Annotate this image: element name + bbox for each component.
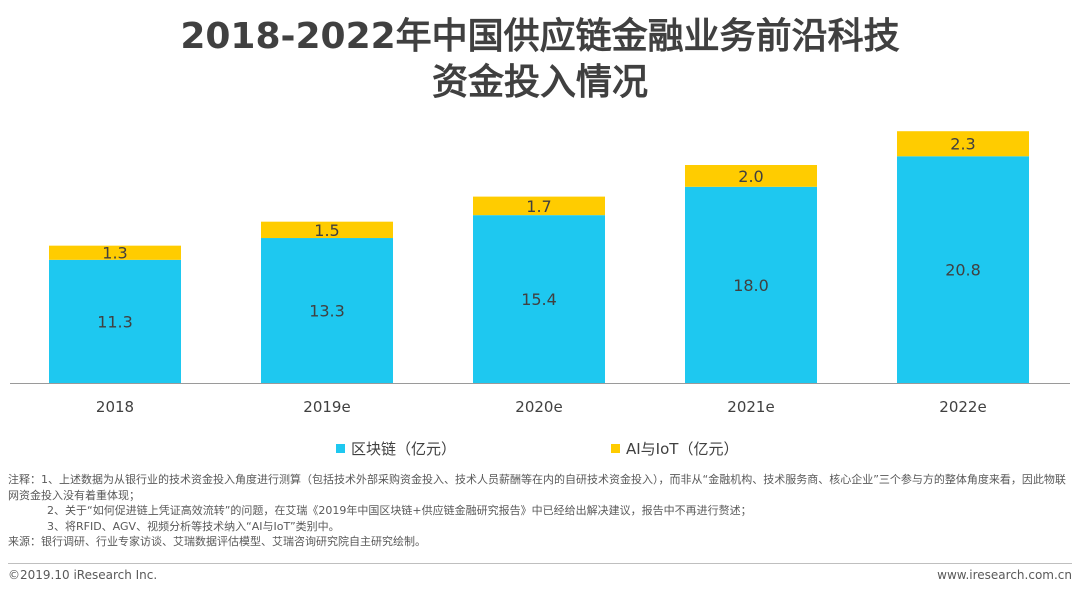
note-3: 3、将RFID、AGV、视频分析等技术纳入“AI与IoT”类别中。 — [47, 519, 340, 533]
x-tick-label-2019e: 2019e — [303, 398, 350, 416]
chart-title: 2018-2022年中国供应链金融业务前沿科技 资金投入情况 — [0, 14, 1080, 106]
bar-blockchain-2020e — [473, 215, 605, 383]
bar-blockchain-2018 — [49, 259, 181, 383]
data-label-blockchain-2019e: 13.3 — [309, 302, 345, 321]
website-link[interactable]: www.iresearch.com.cn — [937, 568, 1072, 582]
legend-item-blockchain: 区块链（亿元） — [336, 438, 456, 459]
data-label-ai_iot-2021e: 2.0 — [738, 167, 763, 186]
x-tick-label-2022e: 2022e — [939, 398, 986, 416]
legend-label-ai-iot: AI与IoT（亿元） — [626, 440, 739, 458]
bar-blockchain-2019e — [261, 238, 393, 383]
bar-ai_iot-2022e — [897, 131, 1029, 157]
legend-swatch-blockchain — [336, 444, 345, 453]
data-label-ai_iot-2018: 1.3 — [102, 244, 127, 263]
chart-title-line2: 资金投入情况 — [431, 62, 648, 103]
chart-title-line1: 2018-2022年中国供应链金融业务前沿科技 — [180, 16, 900, 57]
bar-blockchain-2022e — [897, 156, 1029, 383]
notes: 注释：1、上述数据为从银行业的技术资金投入角度进行测算（包括技术外部采购资金投入… — [8, 472, 1074, 550]
legend-swatch-ai-iot — [611, 444, 620, 453]
note-2: 2、关于“如何促进链上凭证高效流转”的问题，在艾瑞《2019年中国区块链+供应链… — [47, 504, 752, 517]
stacked-bar-chart: 11.3 1.3 2018 13.3 1.5 2019e 15.4 1.7 2020e 18.0 2… — [10, 131, 1070, 416]
source-note: 来源：银行调研、行业专家访谈、艾瑞数据评估模型、艾瑞咨询研究院自主研究绘制。 — [8, 535, 426, 548]
bar-blockchain-2021e — [685, 186, 817, 383]
data-label-blockchain-2021e: 18.0 — [733, 276, 769, 295]
data-label-blockchain-2022e: 20.8 — [945, 261, 981, 280]
data-label-ai_iot-2022e: 2.3 — [950, 135, 975, 154]
bar-ai_iot-2020e — [473, 196, 605, 216]
legend: 区块链（亿元） AI与IoT（亿元） — [0, 438, 1080, 458]
legend-label-blockchain: 区块链（亿元） — [351, 440, 457, 458]
data-label-ai_iot-2019e: 1.5 — [314, 221, 339, 240]
copyright: ©2019.10 iResearch Inc. — [8, 568, 158, 582]
footer-divider — [8, 563, 1072, 564]
note-1: 注释：1、上述数据为从银行业的技术资金投入角度进行测算（包括技术外部采购资金投入… — [8, 473, 1066, 502]
x-tick-label-2021e: 2021e — [727, 398, 774, 416]
bar-ai_iot-2018 — [49, 245, 181, 260]
bar-ai_iot-2021e — [685, 165, 817, 187]
x-tick-label-2018: 2018 — [96, 398, 134, 416]
legend-item-ai-iot: AI与IoT（亿元） — [611, 438, 738, 459]
data-label-ai_iot-2020e: 1.7 — [526, 197, 551, 216]
data-label-blockchain-2020e: 15.4 — [521, 290, 557, 309]
bar-ai_iot-2019e — [261, 221, 393, 239]
x-tick-label-2020e: 2020e — [515, 398, 562, 416]
data-label-blockchain-2018: 11.3 — [97, 312, 133, 331]
